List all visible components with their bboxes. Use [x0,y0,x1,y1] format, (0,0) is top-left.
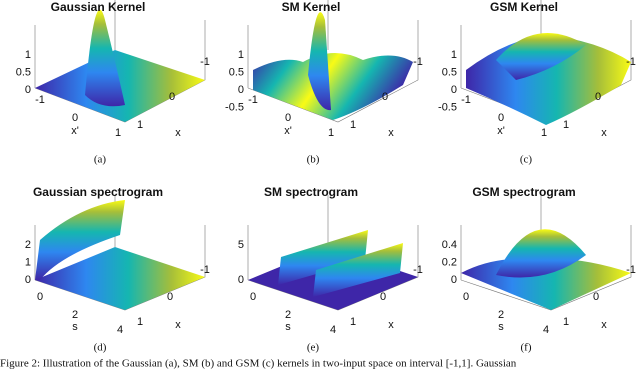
y-tick-label: -1 [626,264,636,276]
y-tick-label: -1 [413,56,423,68]
x-tick-label: 0 [250,291,256,303]
panel-title: GSM spectrogram [472,185,575,199]
panel-title: SM Kernel [282,0,341,14]
x-tick-label: 0 [285,112,291,124]
surface [313,243,403,297]
z-tick-label: 0 [238,274,244,286]
z-tick-label: 0.5 [442,66,457,78]
panel-title: GSM Kernel [490,0,558,14]
x-tick-label: 4 [543,324,549,336]
x-tick-label: 0 [463,291,469,303]
surface [496,33,586,80]
panel-caption: (c) [520,154,533,166]
surface [308,12,331,111]
panel-title: SM spectrogram [264,185,358,199]
y-tick-label: 1 [350,316,356,328]
y-tick-label: -1 [200,56,210,68]
y-tick-label: 0 [593,291,599,303]
x-tick-label: 1 [115,127,121,139]
z-tick-label: 2 [25,239,31,251]
panel-caption: (e) [307,342,320,354]
y-axis-label: x [601,127,607,139]
z-tick-label: 1 [25,49,31,61]
z-tick-label: 1 [238,49,244,61]
panel-caption: (b) [307,154,320,166]
x-axis-label: x' [497,125,505,137]
panel-caption: (a) [94,154,107,166]
surface [35,200,125,280]
panel: GSM Kernel 1 0.5 0 -0.5 -1 0 1 x' -1 0 1 x (c) [438,0,636,166]
y-axis-label: x [175,127,181,139]
z-tick-label: 0.5 [16,66,31,78]
x-tick-label: 1 [328,127,334,139]
z-tick-label: 0 [451,274,457,286]
x-tick-label: -1 [35,94,45,106]
y-axis-label: x [388,319,394,331]
x-axis-label: s [285,321,291,333]
y-tick-label: 0 [380,291,386,303]
z-tick-label: 1 [451,49,457,61]
panel-caption: (f) [521,342,532,354]
z-tick-label: -0.5 [225,101,244,113]
y-tick-label: 0 [595,91,601,103]
y-tick-label: 1 [350,119,356,131]
x-axis-label: x' [284,125,292,137]
x-axis-label: x' [71,125,79,137]
panel: Gaussian Kernel 1 0.5 0 -1 0 1 x' -1 0 1 x (a) [16,0,210,166]
x-tick-label: 0 [72,112,78,124]
surface [85,9,125,107]
panel-title: Gaussian Kernel [51,0,146,14]
x-tick-label: 0 [498,112,504,124]
x-tick-label: 2 [285,309,291,321]
z-tick-label: 1 [25,256,31,268]
z-tick-label: 0.5 [229,66,244,78]
panel-title: Gaussian spectrogram [33,185,163,199]
x-axis-label: s [72,321,78,333]
x-tick-label: 2 [498,309,504,321]
z-tick-label: 0 [238,84,244,96]
panel-caption: (d) [94,342,107,354]
figure-caption: Figure 2: Illustration of the Gaussian (… [0,358,517,370]
z-tick-label: 5 [238,239,244,251]
x-axis-label: s [498,321,504,333]
y-tick-label: -1 [626,56,636,68]
surface [496,229,586,278]
x-tick-label: 4 [117,324,123,336]
y-tick-label: 0 [382,91,388,103]
y-tick-label: -1 [413,264,423,276]
z-tick-label: 0.4 [442,239,457,251]
y-axis-label: x [388,127,394,139]
y-tick-label: 1 [137,316,143,328]
z-tick-label: 0 [25,84,31,96]
z-tick-label: -0.5 [438,101,457,113]
x-tick-label: 0 [37,291,43,303]
y-axis-label: x [601,319,607,331]
x-tick-label: -1 [461,94,471,106]
x-tick-label: 1 [541,127,547,139]
x-tick-label: 2 [72,309,78,321]
x-tick-label: -1 [248,94,258,106]
z-tick-label: 0.2 [442,256,457,268]
panel: SM Kernel 1 0.5 0 -0.5 -1 0 1 x' -1 0 1 x (b) [225,0,423,166]
y-tick-label: 1 [137,119,143,131]
y-tick-label: -1 [200,264,210,276]
surface [253,52,413,120]
surface [35,247,205,310]
y-axis-label: x [175,319,181,331]
x-tick-label: 4 [330,324,336,336]
y-tick-label: 1 [563,316,569,328]
y-tick-label: 0 [167,291,173,303]
surface [278,230,368,285]
y-tick-label: 0 [169,91,175,103]
z-tick-label: 0 [451,84,457,96]
z-tick-label: 0 [25,274,31,286]
y-tick-label: 1 [563,119,569,131]
